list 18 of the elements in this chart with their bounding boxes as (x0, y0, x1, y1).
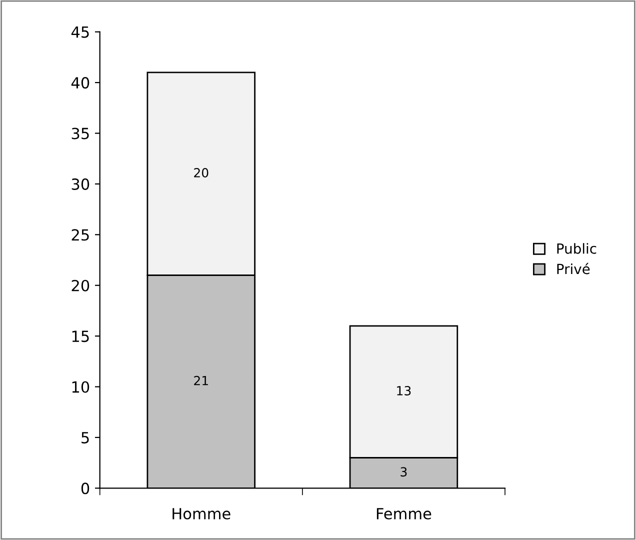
y-tick-label: 20 (72, 280, 90, 292)
y-tick-label: 10 (72, 381, 90, 393)
legend-label: Privé (557, 262, 590, 274)
data-label: 20 (194, 168, 208, 178)
y-tick-label: 15 (72, 330, 89, 342)
y-tick-label: 30 (72, 178, 90, 190)
data-label: 3 (400, 467, 407, 477)
y-tick-label: 40 (71, 77, 90, 89)
y-tick-label: 35 (72, 128, 89, 140)
legend-label: Public (557, 243, 596, 254)
y-tick-label: 5 (82, 432, 89, 444)
x-tick-label: Homme (172, 508, 230, 520)
y-tick-label: 0 (81, 482, 90, 494)
data-label: 21 (194, 376, 208, 386)
y-tick-label: 25 (72, 229, 89, 241)
y-tick-label: 45 (71, 26, 89, 38)
data-label: 13 (397, 386, 411, 396)
x-tick-label: Femme (376, 508, 432, 520)
